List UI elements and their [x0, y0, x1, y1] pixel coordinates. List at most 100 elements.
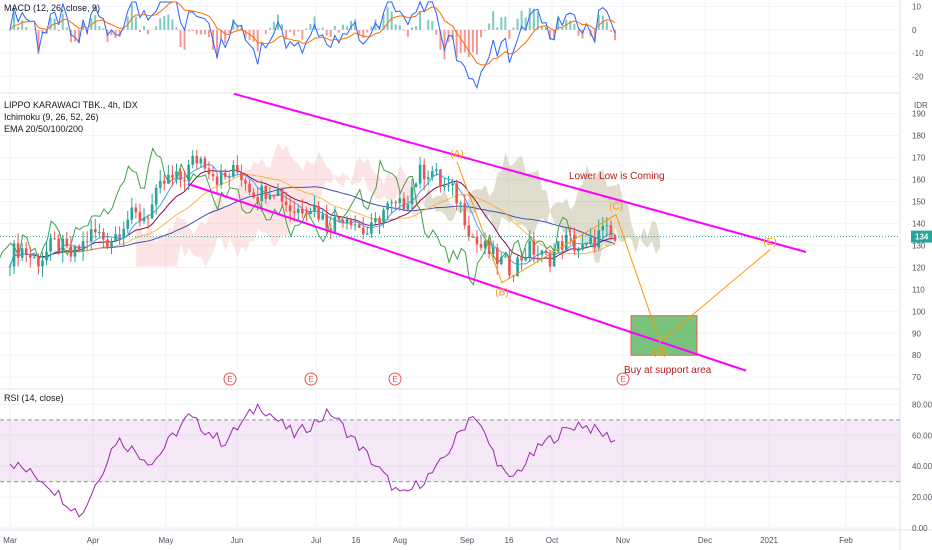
candle-body — [382, 209, 385, 224]
macd-bar — [358, 29, 361, 36]
macd-bar — [593, 29, 596, 43]
lower-low-note[interactable]: Lower Low is Coming — [569, 171, 665, 182]
macd-bar — [467, 29, 470, 58]
earnings-marker — [304, 372, 318, 386]
candle-body — [219, 172, 223, 185]
candle-body — [203, 158, 207, 169]
candle-body — [564, 234, 568, 250]
macd-title[interactable]: MACD (12, 26, close, 9) — [4, 3, 100, 13]
macd-bar — [362, 29, 365, 38]
earnings-marker-label: E — [308, 375, 313, 384]
candle-body — [138, 212, 142, 222]
time-tick-label: Feb — [839, 536, 853, 545]
macd-bar — [496, 27, 499, 30]
candle-body — [264, 185, 268, 200]
candle-body — [321, 214, 324, 220]
macd-bar — [508, 29, 511, 39]
price-tick-label: 190 — [912, 110, 926, 119]
macd-bar — [21, 20, 24, 30]
macd-bar — [524, 17, 527, 30]
macd-bar — [581, 29, 584, 39]
channel-lower-line — [187, 182, 747, 372]
macd-bar — [569, 20, 572, 30]
ema-200-line — [9, 186, 616, 267]
candle-body — [20, 248, 24, 258]
macd-bar — [337, 29, 340, 33]
macd-bar — [41, 29, 44, 34]
candle-body — [544, 250, 548, 253]
candle-body — [552, 251, 556, 267]
macd-bar — [386, 7, 389, 30]
macd-bar — [9, 29, 11, 31]
candle-body — [475, 236, 479, 245]
macd-bar — [155, 26, 158, 30]
candle-body — [146, 217, 150, 219]
candle-body — [276, 188, 280, 197]
macd-bar — [557, 18, 560, 30]
macd-bar — [13, 12, 16, 30]
price-tick-label: 80 — [912, 351, 921, 360]
macd-bar — [484, 29, 487, 31]
candle-body — [589, 237, 592, 244]
macd-bar — [256, 29, 259, 52]
candle-body — [106, 239, 109, 247]
price-tick-label: 70 — [912, 373, 921, 382]
candle-body — [422, 164, 426, 180]
candle-body — [134, 207, 138, 213]
candle-body — [366, 233, 369, 235]
rsi-line — [9, 402, 616, 518]
candle-body — [8, 266, 12, 268]
macd-bar — [561, 27, 564, 30]
macd-bar — [293, 29, 296, 36]
macd-bar — [431, 21, 434, 30]
candle-body — [154, 187, 158, 205]
time-tick-label: Sep — [460, 536, 475, 545]
macd-bar — [171, 19, 174, 30]
macd-tick-label: -20 — [912, 72, 924, 81]
candle-body — [573, 235, 576, 251]
candle-body — [577, 249, 580, 251]
macd-bar — [191, 29, 194, 32]
candle-body — [215, 176, 219, 185]
macd-bar — [90, 18, 93, 30]
candle-body — [98, 232, 101, 234]
macd-tick-label: -10 — [912, 49, 924, 58]
candle-body — [142, 217, 146, 222]
macd-bar — [504, 16, 507, 30]
macd-bar — [17, 26, 20, 30]
candle-body — [61, 238, 65, 252]
candle-body — [386, 203, 389, 210]
elliott-wave-projection — [456, 161, 771, 343]
candle-body — [402, 198, 406, 210]
macd-bar — [520, 10, 523, 30]
symbol-title[interactable]: LIPPO KARAWACI TBK., 4h, IDX — [4, 100, 138, 110]
ichimoku-cloud-bullish — [424, 151, 660, 263]
candle-body — [284, 201, 288, 206]
macd-histogram — [9, 4, 616, 60]
macd-bar — [585, 29, 588, 30]
candle-body — [500, 257, 503, 265]
earnings-marker-label: E — [392, 375, 397, 384]
candle-body — [471, 236, 475, 238]
candle-body — [158, 180, 162, 188]
ema-title[interactable]: EMA 20/50/100/200 — [4, 124, 83, 134]
candle-body — [479, 244, 483, 248]
rsi-title[interactable]: RSI (14, close) — [4, 393, 64, 403]
earnings-marker — [223, 372, 237, 386]
ichimoku-title[interactable]: Ichimoku (9, 26, 52, 26) — [4, 112, 99, 122]
macd-bar — [122, 28, 125, 30]
candle-body — [301, 209, 304, 214]
candle-body — [374, 218, 377, 223]
candle-body — [85, 241, 89, 243]
earnings-marker-label: E — [227, 375, 232, 384]
macd-bar — [102, 28, 105, 30]
macd-bar — [268, 27, 271, 30]
candle-body — [540, 250, 544, 255]
support-note[interactable]: Buy at support area — [624, 365, 712, 376]
macd-bar — [65, 27, 68, 30]
candle-body — [33, 256, 36, 258]
macd-bar — [240, 25, 243, 30]
macd-bar — [321, 27, 324, 30]
macd-bar — [605, 21, 608, 30]
